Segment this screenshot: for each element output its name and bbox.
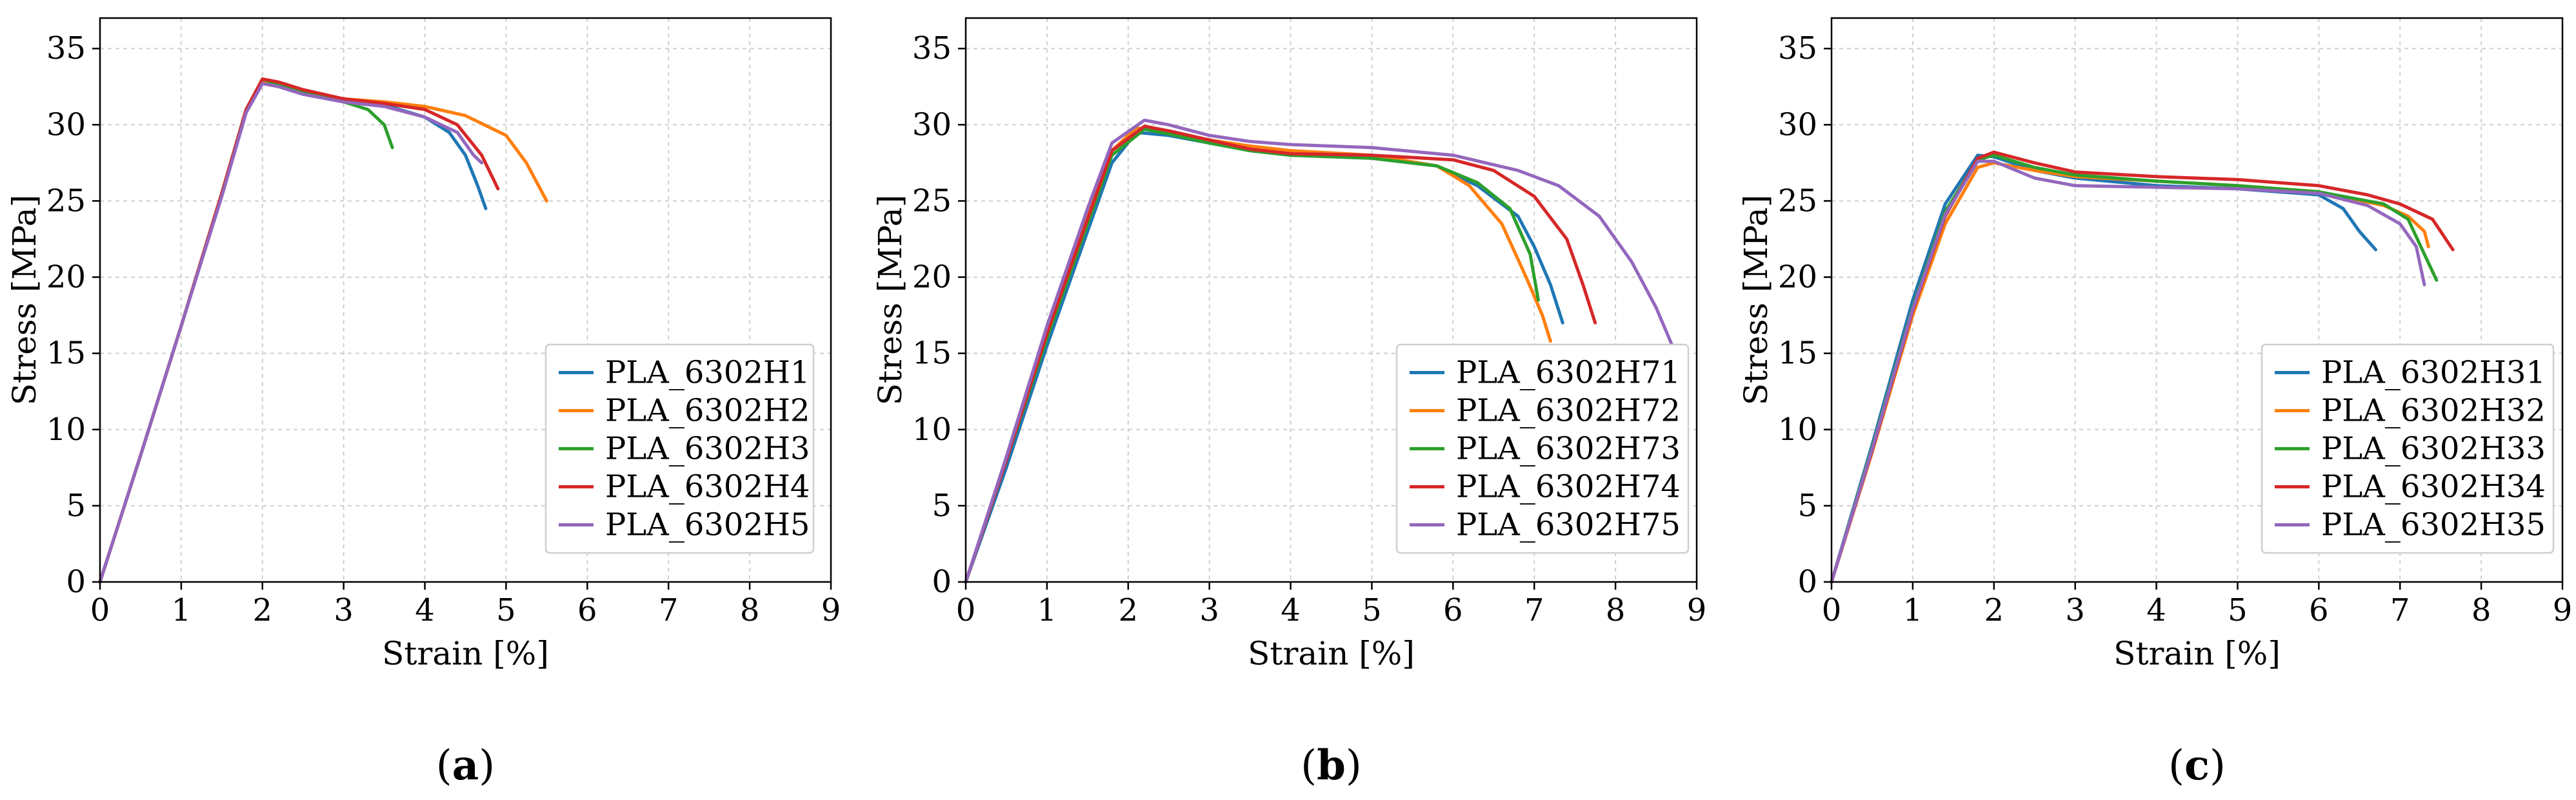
x-tick-label: 4 bbox=[1281, 592, 1301, 628]
chart-panel-a: 0 1 2 3 4 5 6 7 8 9 0 5 10 15 20 25 30 35 Strain [%] Stress… bbox=[6, 17, 841, 790]
y-tick-label: 35 bbox=[912, 30, 952, 66]
y-tick-label: 0 bbox=[1797, 564, 1817, 600]
panel-caption: (b) bbox=[1301, 741, 1362, 790]
chart-panel-b: 0 1 2 3 4 5 6 7 8 9 0 5 10 15 20 25 30 35 Strain [%] Stress… bbox=[872, 17, 1707, 790]
legend-label: PLA_6302H34 bbox=[2321, 469, 2546, 505]
y-tick-label: 35 bbox=[46, 30, 86, 66]
x-tick-label: 4 bbox=[415, 592, 435, 628]
x-tick-label: 7 bbox=[1524, 592, 1544, 628]
y-tick-label: 10 bbox=[1778, 412, 1817, 448]
legend-label: PLA_6302H1 bbox=[605, 355, 810, 391]
legend-label: PLA_6302H31 bbox=[2321, 355, 2546, 391]
x-axis-label: Strain [%] bbox=[2113, 635, 2281, 672]
legend: PLA_6302H71PLA_6302H72PLA_6302H73PLA_630… bbox=[1395, 343, 1690, 554]
y-tick-label: 35 bbox=[1778, 30, 1817, 66]
legend-label: PLA_6302H32 bbox=[2321, 393, 2546, 429]
series-line-PLA_6302H1 bbox=[98, 79, 488, 584]
x-tick-label: 7 bbox=[659, 592, 679, 628]
x-tick-label: 2 bbox=[1119, 592, 1139, 628]
legend-box bbox=[2261, 343, 2555, 554]
legend: PLA_6302H1PLA_6302H2PLA_6302H3PLA_6302H4… bbox=[544, 343, 815, 554]
y-tick-label: 25 bbox=[1778, 183, 1817, 219]
axes-frame bbox=[99, 17, 832, 583]
x-tick-label: 6 bbox=[577, 592, 597, 628]
legend-label: PLA_6302H71 bbox=[1456, 355, 1681, 391]
y-axis-label: Stress [MPa] bbox=[872, 195, 909, 405]
x-tick-label: 0 bbox=[1822, 592, 1842, 628]
x-tick-label: 3 bbox=[334, 592, 354, 628]
x-tick-label: 5 bbox=[496, 592, 516, 628]
x-tick-label: 2 bbox=[1984, 592, 2004, 628]
x-tick-label: 1 bbox=[172, 592, 192, 628]
x-tick-label: 1 bbox=[1903, 592, 1923, 628]
legend-label: PLA_6302H73 bbox=[1456, 431, 1681, 467]
x-tick-label: 0 bbox=[90, 592, 110, 628]
y-tick-label: 30 bbox=[912, 106, 952, 143]
chart-panel-c: 0 1 2 3 4 5 6 7 8 9 0 5 10 15 20 25 30 35 Strain [%] Stress… bbox=[1737, 17, 2573, 790]
x-tick-label: 3 bbox=[1199, 592, 1219, 628]
legend-label: PLA_6302H75 bbox=[1456, 507, 1681, 543]
legend-box bbox=[1395, 343, 1690, 554]
x-tick-label: 6 bbox=[2309, 592, 2329, 628]
series-line-PLA_6302H2 bbox=[98, 79, 548, 584]
legend-label: PLA_6302H3 bbox=[605, 431, 810, 467]
x-tick-label: 1 bbox=[1037, 592, 1057, 628]
series-line-PLA_6302H35 bbox=[1830, 159, 2426, 584]
series-line-PLA_6302H75 bbox=[964, 118, 1674, 584]
y-tick-label: 10 bbox=[912, 412, 952, 448]
y-tick-label: 20 bbox=[46, 259, 86, 295]
legend-box bbox=[544, 343, 815, 554]
x-tick-label: 4 bbox=[2146, 592, 2166, 628]
x-tick-label: 3 bbox=[2065, 592, 2085, 628]
legend: PLA_6302H31PLA_6302H32PLA_6302H33PLA_630… bbox=[2261, 343, 2555, 554]
y-tick-label: 30 bbox=[46, 106, 86, 143]
panel-caption: (c) bbox=[2168, 741, 2226, 790]
y-tick-label: 5 bbox=[932, 488, 952, 524]
legend-label: PLA_6302H4 bbox=[605, 469, 810, 505]
y-tick-label: 15 bbox=[1778, 335, 1817, 372]
x-tick-label: 5 bbox=[2228, 592, 2248, 628]
y-tick-label: 5 bbox=[66, 488, 86, 524]
x-tick-label: 9 bbox=[2553, 592, 2573, 628]
x-tick-label: 5 bbox=[1362, 592, 1382, 628]
y-tick-label: 0 bbox=[932, 564, 952, 600]
x-tick-label: 7 bbox=[2390, 592, 2410, 628]
panel-caption: (a) bbox=[436, 741, 495, 790]
y-tick-label: 30 bbox=[1778, 106, 1817, 143]
legend-label: PLA_6302H72 bbox=[1456, 393, 1681, 429]
series-line-PLA_6302H74 bbox=[964, 125, 1597, 584]
x-tick-label: 9 bbox=[1687, 592, 1707, 628]
y-tick-label: 15 bbox=[912, 335, 952, 372]
y-tick-label: 15 bbox=[46, 335, 86, 372]
legend-label: PLA_6302H2 bbox=[605, 393, 810, 429]
legend-label: PLA_6302H33 bbox=[2321, 431, 2546, 467]
y-axis-label: Stress [MPa] bbox=[1737, 195, 1775, 405]
legend-label: PLA_6302H5 bbox=[605, 507, 810, 543]
legend-label: PLA_6302H35 bbox=[2321, 507, 2546, 543]
y-tick-label: 20 bbox=[912, 259, 952, 295]
x-tick-label: 0 bbox=[956, 592, 976, 628]
y-tick-label: 0 bbox=[66, 564, 86, 600]
y-tick-label: 25 bbox=[46, 183, 86, 219]
x-tick-label: 8 bbox=[1606, 592, 1626, 628]
x-axis-label: Strain [%] bbox=[382, 635, 549, 672]
y-tick-label: 25 bbox=[912, 183, 952, 219]
x-tick-label: 8 bbox=[2471, 592, 2491, 628]
x-tick-label: 8 bbox=[740, 592, 760, 628]
x-tick-label: 9 bbox=[821, 592, 841, 628]
x-axis-label: Strain [%] bbox=[1248, 635, 1415, 672]
series-line-PLA_6302H5 bbox=[98, 82, 484, 584]
x-tick-label: 6 bbox=[1443, 592, 1463, 628]
y-tick-label: 5 bbox=[1797, 488, 1817, 524]
axes-frame bbox=[1830, 17, 2564, 583]
y-tick-label: 20 bbox=[1778, 259, 1817, 295]
series-line-PLA_6302H4 bbox=[98, 77, 500, 584]
y-tick-label: 10 bbox=[46, 412, 86, 448]
x-tick-label: 2 bbox=[253, 592, 273, 628]
series-line-PLA_6302H3 bbox=[98, 77, 394, 584]
legend-label: PLA_6302H74 bbox=[1456, 469, 1681, 505]
y-axis-label: Stress [MPa] bbox=[6, 195, 43, 405]
axes-frame bbox=[964, 17, 1698, 583]
